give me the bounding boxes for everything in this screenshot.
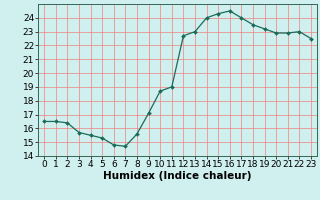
X-axis label: Humidex (Indice chaleur): Humidex (Indice chaleur) — [103, 171, 252, 181]
